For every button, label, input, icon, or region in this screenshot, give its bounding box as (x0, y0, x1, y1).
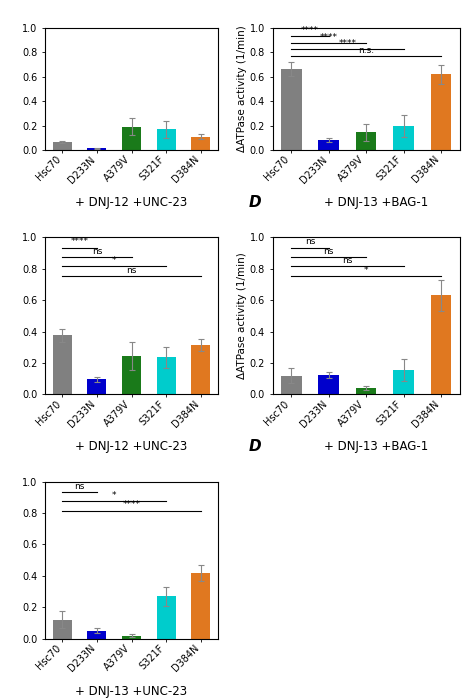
Bar (356, 133, 376, 150)
Bar (191, 572, 210, 639)
Text: D: D (249, 195, 262, 210)
Bar (319, 375, 339, 394)
Text: *: * (112, 256, 117, 265)
Text: n.s.: n.s. (358, 46, 374, 55)
Bar (156, 596, 176, 639)
Bar (53, 336, 72, 394)
Bar (122, 635, 141, 639)
Bar (122, 127, 141, 150)
Text: ns: ns (74, 482, 85, 491)
Text: ns: ns (342, 256, 353, 265)
Bar (53, 620, 72, 639)
Bar (53, 142, 72, 150)
Text: D: D (249, 439, 262, 454)
Text: ****: **** (71, 237, 89, 246)
Bar (87, 631, 107, 639)
Text: ns: ns (305, 237, 315, 246)
Bar (191, 345, 210, 394)
Text: ****: **** (320, 33, 337, 42)
Text: + DNJ-13 +BAG-1: + DNJ-13 +BAG-1 (324, 196, 428, 209)
Bar (191, 137, 210, 150)
Text: ****: **** (301, 26, 319, 35)
Y-axis label: ΔATPase activity (1/min): ΔATPase activity (1/min) (237, 253, 247, 379)
Bar (393, 370, 414, 394)
Y-axis label: ΔATPase activity (1/min): ΔATPase activity (1/min) (237, 26, 247, 152)
Bar (319, 140, 339, 150)
Text: ****: **** (338, 39, 356, 48)
Text: ****: **** (123, 500, 140, 510)
Text: ns: ns (324, 246, 334, 255)
Bar (156, 357, 176, 394)
Text: + DNJ-12 +UNC-23: + DNJ-12 +UNC-23 (75, 196, 188, 209)
Bar (356, 388, 376, 394)
Bar (87, 380, 107, 394)
Bar (122, 356, 141, 394)
Bar (431, 295, 451, 394)
Bar (281, 69, 301, 150)
Bar (393, 126, 414, 150)
Text: *: * (364, 265, 368, 274)
Bar (156, 129, 176, 150)
Bar (431, 75, 451, 150)
Text: + DNJ-12 +UNC-23: + DNJ-12 +UNC-23 (75, 440, 188, 453)
Text: + DNJ-13 +BAG-1: + DNJ-13 +BAG-1 (324, 440, 428, 453)
Text: *: * (112, 491, 117, 500)
Bar (281, 376, 301, 394)
Bar (87, 148, 107, 150)
Text: ns: ns (92, 246, 102, 255)
Text: ns: ns (127, 265, 137, 274)
Text: + DNJ-13 +UNC-23: + DNJ-13 +UNC-23 (75, 685, 188, 697)
